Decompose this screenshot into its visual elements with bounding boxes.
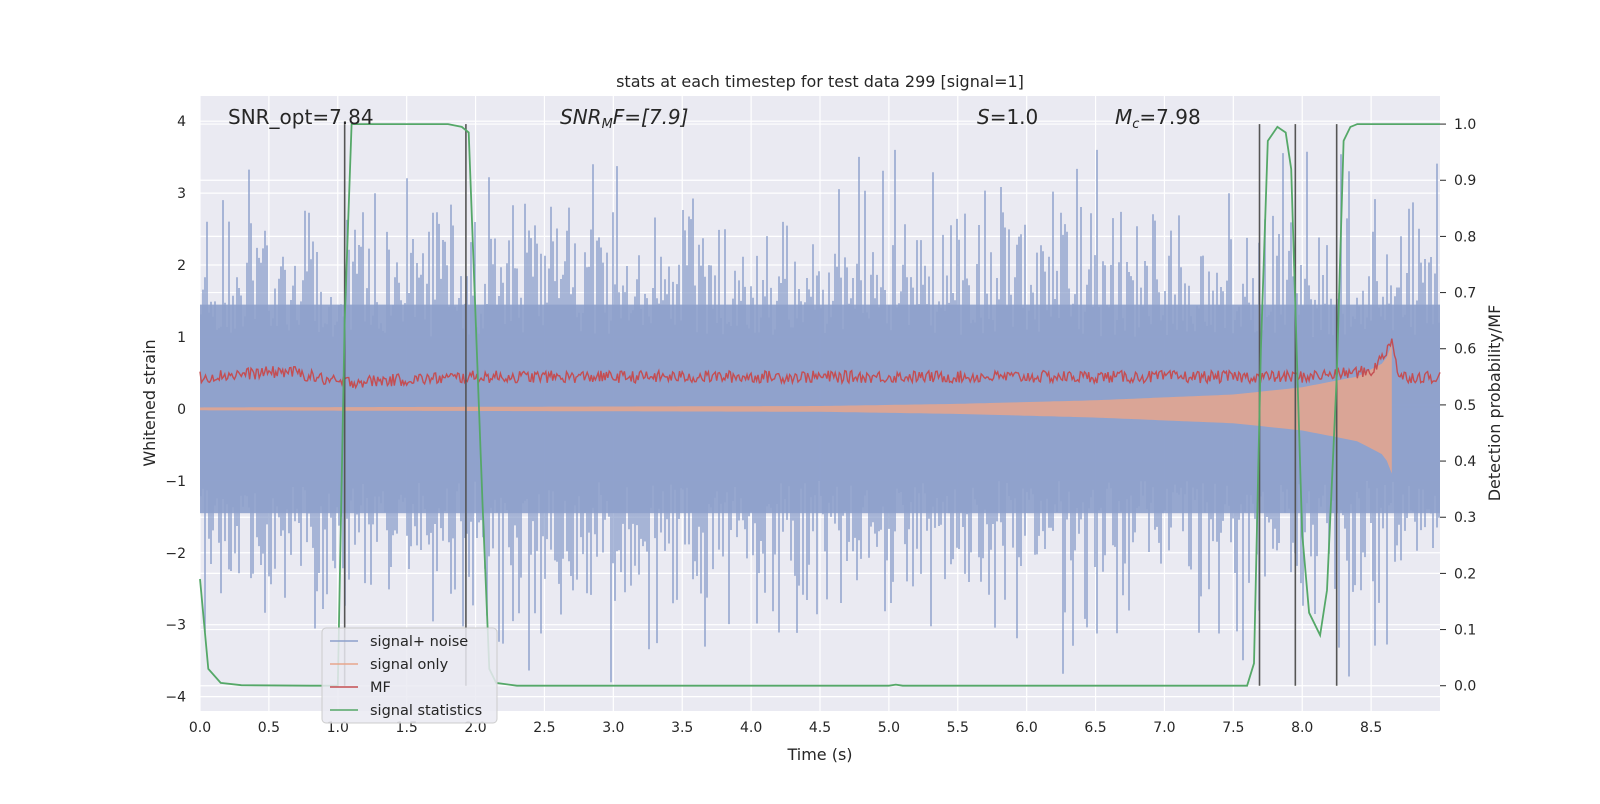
x-tick-label: 5.0 — [878, 720, 900, 736]
x-tick-label: 3.5 — [671, 720, 693, 736]
y-tick-label: 2 — [177, 258, 186, 274]
x-tick-label: 8.5 — [1360, 720, 1382, 736]
x-tick-label: 7.0 — [1153, 720, 1175, 736]
x-tick-label: 5.5 — [947, 720, 969, 736]
x-tick-label: 4.0 — [740, 720, 762, 736]
y-tick-label: 4 — [177, 114, 186, 130]
y-tick-label: 1 — [177, 330, 186, 346]
y-tick-label: 0 — [177, 402, 186, 418]
y2-tick-label: 0.5 — [1454, 398, 1476, 414]
y-tick-label: −1 — [165, 474, 186, 490]
y2-tick-label: 0.8 — [1454, 229, 1476, 245]
y2-tick-label: 0.7 — [1454, 286, 1476, 302]
signal-statistics-line — [199, 123, 1440, 687]
annotation-s-rest: =1.0 — [990, 105, 1039, 129]
annotation-snr-mf: SNRMF=[7.9] — [560, 105, 688, 132]
legend-box — [321, 627, 498, 724]
x-tick-label: 8.0 — [1291, 720, 1313, 736]
x-tick-label: 1.0 — [327, 720, 349, 736]
mf-series — [199, 338, 1441, 390]
mf-line — [199, 338, 1441, 390]
y2-axis-label: Detection probability/MF — [1485, 305, 1504, 502]
x-tick-label: 2.5 — [533, 720, 555, 736]
y2-tick-label: 0.6 — [1454, 342, 1476, 358]
x-tick-label: 6.5 — [1084, 720, 1106, 736]
y-axis-label: Whitened strain — [140, 339, 159, 466]
ticks: 0.0 0.5 1.0 1.5 2.0 2.5 3.0 3.5 4.0 4.5 5.0 5.5 6.0 6… — [165, 114, 1476, 736]
x-axis-label: Time (s) — [786, 745, 852, 764]
annotation-snr-mf-rest: F=[7.9] — [613, 105, 689, 129]
x-tick-label: 0.0 — [189, 720, 211, 736]
signal-statistics-series — [199, 123, 1440, 687]
y2-tick-label: 0.1 — [1454, 623, 1476, 639]
legend: signal+ noise signal only MF signal stat… — [321, 627, 498, 724]
annotation-snr-mf-sub: M — [602, 117, 613, 132]
legend-label-signal-statistics: signal statistics — [370, 703, 482, 719]
y-tick-label: −2 — [165, 546, 186, 562]
y-tick-label: −4 — [165, 690, 186, 706]
y-tick-label: −3 — [165, 618, 186, 634]
annotation-s-main: S — [977, 105, 990, 129]
annotation-mc-sub: c — [1132, 117, 1139, 132]
x-tick-label: 7.5 — [1222, 720, 1244, 736]
annotation-mc: Mc=7.98 — [1115, 105, 1201, 132]
signal-only-series — [200, 344, 1392, 474]
y2-tick-label: 0.0 — [1454, 679, 1476, 695]
x-tick-label: 6.0 — [1016, 720, 1038, 736]
vertical-markers — [343, 124, 1338, 686]
x-tick-label: 0.5 — [258, 720, 280, 736]
legend-label-signal-noise: signal+ noise — [370, 634, 468, 650]
y2-tick-label: 0.2 — [1454, 566, 1476, 582]
y-tick-label: 3 — [177, 186, 186, 202]
y2-tick-label: 0.3 — [1454, 510, 1476, 526]
y2-tick-label: 0.4 — [1454, 454, 1476, 470]
legend-label-signal-only: signal only — [370, 657, 449, 673]
x-tick-label: 1.5 — [396, 720, 418, 736]
y2-tick-label: 0.9 — [1454, 173, 1476, 189]
annotation-mc-main: M — [1115, 105, 1132, 129]
annotation-mc-rest: =7.98 — [1139, 105, 1200, 129]
signal-only-band — [200, 344, 1392, 474]
x-tick-label: 2.0 — [464, 720, 486, 736]
x-tick-label: 4.5 — [809, 720, 831, 736]
chart-title: stats at each timestep for test data 299… — [616, 72, 1024, 91]
y2-tick-label: 1.0 — [1454, 117, 1476, 133]
legend-label-mf: MF — [370, 680, 391, 696]
annotation-s: S=1.0 — [977, 105, 1038, 129]
annotation-snr-opt: SNR_opt=7.84 — [228, 105, 374, 129]
x-tick-label: 3.0 — [602, 720, 624, 736]
annotation-snr-mf-main: SNR — [560, 105, 602, 129]
